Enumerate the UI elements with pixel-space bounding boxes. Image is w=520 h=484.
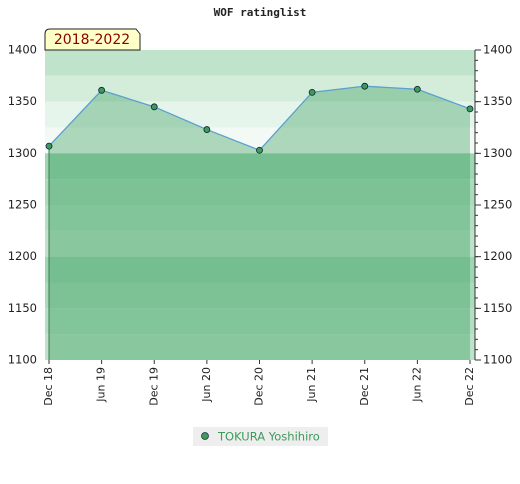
legend-label: TOKURA Yoshihiro <box>217 430 320 444</box>
background-band <box>45 101 475 128</box>
point <box>256 146 263 154</box>
chart-title: WOF ratinglist <box>214 6 307 19</box>
legend-marker <box>201 432 209 440</box>
y2-tick-label: 1100 <box>483 353 512 367</box>
point <box>45 142 53 150</box>
y2-tick-label: 1400 <box>483 43 512 57</box>
x-tick-label: Dec 21 <box>358 367 371 406</box>
y2-tick-label: 1250 <box>483 198 512 212</box>
x-tick-label: Jun 19 <box>95 367 108 403</box>
y2-tick-label: 1150 <box>483 301 512 315</box>
x-tick-label: Jun 21 <box>305 367 318 403</box>
area <box>49 86 470 361</box>
y2-tick-label: 1350 <box>483 94 512 108</box>
point <box>203 126 211 133</box>
background-band <box>45 282 475 309</box>
y-tick-label: 1400 <box>8 43 37 57</box>
annotation-box <box>44 28 141 51</box>
plot-area <box>45 50 475 361</box>
point <box>308 88 316 96</box>
x-tick-label: Dec 20 <box>253 367 266 406</box>
background-band <box>45 230 475 257</box>
background-band <box>45 153 475 180</box>
point <box>150 103 158 111</box>
background-band <box>45 205 475 231</box>
x-tick-label: Dec 19 <box>147 367 160 406</box>
background-band <box>45 256 475 283</box>
y-tick-label: 1300 <box>8 146 37 160</box>
x-tick-label: Jun 20 <box>200 367 213 403</box>
y-tick-label: 1150 <box>8 301 37 315</box>
background-band <box>45 308 475 335</box>
y2-tick-label: 1200 <box>483 249 512 263</box>
annotation: 2018-2022 <box>54 32 130 48</box>
y-tick-label: 1200 <box>8 249 37 263</box>
x-tick-label: Dec 22 <box>463 367 476 406</box>
background-band <box>45 334 475 360</box>
background-band <box>45 179 475 205</box>
legend <box>193 427 328 446</box>
background-band <box>45 50 475 76</box>
y-tick-label: 1350 <box>8 94 37 108</box>
point <box>361 82 369 90</box>
point <box>466 105 474 113</box>
point <box>98 86 106 94</box>
x-tick-label: Dec 18 <box>42 367 55 406</box>
y-tick-label: 1100 <box>8 353 37 367</box>
y-tick-label: 1250 <box>8 198 37 212</box>
x-tick-label: Jun 22 <box>410 367 423 403</box>
y2-tick-label: 1300 <box>483 146 512 160</box>
point <box>413 85 421 93</box>
